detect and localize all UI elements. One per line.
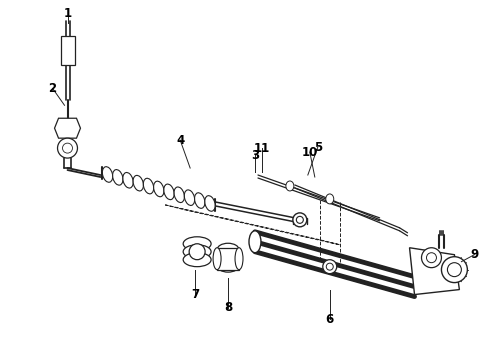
Polygon shape	[410, 248, 460, 294]
Ellipse shape	[123, 172, 133, 188]
Ellipse shape	[323, 260, 337, 274]
Text: 3: 3	[251, 149, 259, 162]
Ellipse shape	[205, 196, 215, 211]
Ellipse shape	[213, 248, 221, 270]
Ellipse shape	[102, 167, 113, 182]
Ellipse shape	[174, 187, 184, 203]
Ellipse shape	[217, 251, 239, 264]
Text: 1: 1	[63, 7, 72, 20]
Ellipse shape	[217, 259, 239, 272]
Ellipse shape	[195, 193, 205, 208]
Text: 7: 7	[191, 288, 199, 301]
Text: 4: 4	[176, 134, 184, 147]
Text: 11: 11	[254, 141, 270, 155]
Ellipse shape	[133, 175, 144, 191]
Ellipse shape	[189, 244, 205, 260]
Text: 10: 10	[302, 145, 318, 159]
Ellipse shape	[153, 181, 164, 197]
Ellipse shape	[249, 231, 261, 253]
Ellipse shape	[144, 178, 154, 194]
Ellipse shape	[184, 190, 195, 206]
Circle shape	[447, 263, 462, 276]
Ellipse shape	[164, 184, 174, 200]
Ellipse shape	[296, 216, 303, 223]
Ellipse shape	[183, 245, 211, 259]
Circle shape	[421, 248, 441, 268]
Ellipse shape	[326, 263, 333, 270]
Ellipse shape	[183, 237, 211, 251]
Text: 2: 2	[49, 82, 57, 95]
Circle shape	[426, 253, 437, 263]
Ellipse shape	[326, 194, 334, 204]
Bar	[61, 36, 75, 66]
Text: 5: 5	[314, 141, 322, 154]
Ellipse shape	[217, 243, 239, 256]
Text: 8: 8	[224, 301, 232, 314]
Ellipse shape	[293, 213, 307, 227]
Ellipse shape	[113, 170, 123, 185]
Bar	[217, 248, 239, 270]
Text: 9: 9	[470, 248, 478, 261]
Circle shape	[63, 143, 73, 153]
Text: 6: 6	[326, 313, 334, 326]
Ellipse shape	[235, 248, 243, 270]
Ellipse shape	[286, 181, 294, 191]
Ellipse shape	[183, 253, 211, 267]
Polygon shape	[54, 118, 80, 138]
Circle shape	[57, 138, 77, 158]
Circle shape	[441, 257, 467, 283]
